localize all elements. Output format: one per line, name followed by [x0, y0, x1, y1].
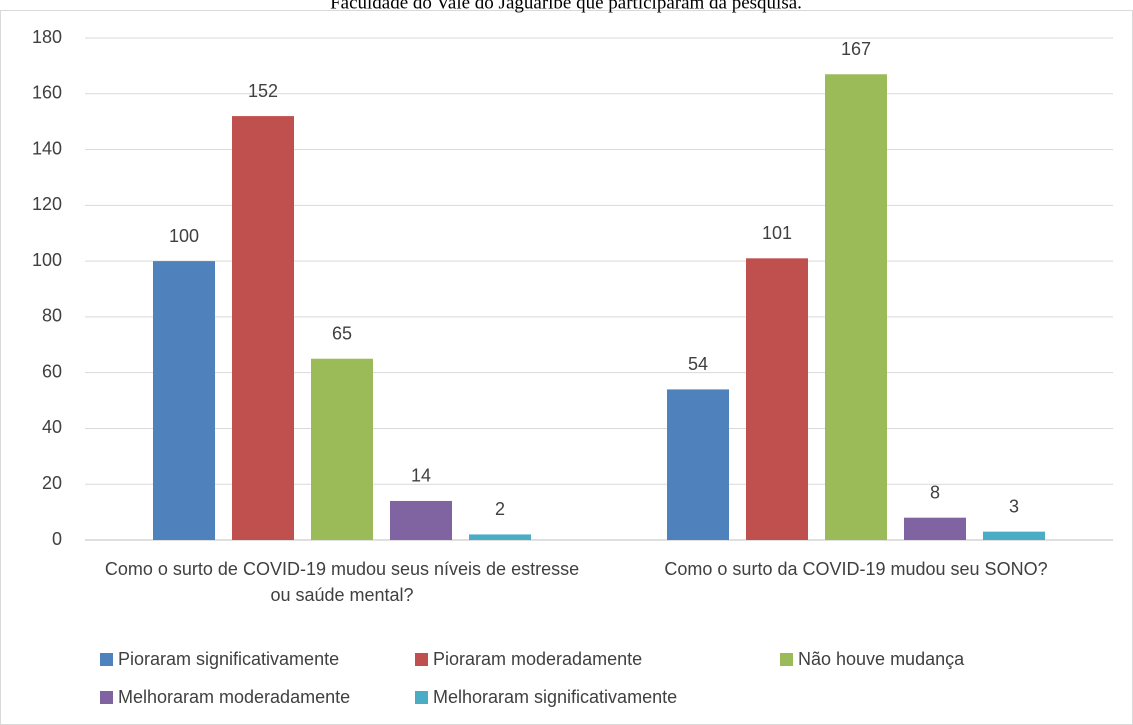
legend-swatch [100, 653, 113, 666]
data-label: 65 [332, 323, 352, 343]
legend-label: Melhoraram significativamente [433, 687, 677, 707]
legend-label: Pioraram significativamente [118, 649, 339, 669]
y-tick-label: 120 [32, 194, 62, 214]
data-label: 167 [841, 39, 871, 59]
data-label: 3 [1009, 496, 1019, 516]
bar [983, 531, 1045, 540]
bar [746, 258, 808, 540]
bar [904, 517, 966, 540]
data-label: 101 [762, 223, 792, 243]
legend-label: Pioraram moderadamente [433, 649, 642, 669]
bar [232, 116, 294, 540]
x-tick-label: Como o surto da COVID-19 mudou seu SONO? [664, 559, 1048, 579]
bar [825, 74, 887, 540]
x-tick-label: Como o surto de COVID-19 mudou seus níve… [104, 559, 580, 605]
bar [390, 500, 452, 540]
y-tick-label: 40 [42, 417, 62, 437]
data-label: 100 [169, 226, 199, 246]
data-label: 8 [930, 482, 940, 502]
y-tick-label: 180 [32, 27, 62, 47]
legend-label: Não houve mudança [798, 649, 965, 669]
legend-swatch [100, 691, 113, 704]
y-tick-label: 60 [42, 361, 62, 381]
y-tick-label: 0 [52, 529, 62, 549]
data-label: 54 [688, 354, 708, 374]
y-tick-label: 20 [42, 473, 62, 493]
data-label: 2 [495, 499, 505, 519]
legend-swatch [415, 691, 428, 704]
legend-swatch [415, 653, 428, 666]
y-tick-label: 100 [32, 250, 62, 270]
bar [667, 389, 729, 540]
legend-label: Melhoraram moderadamente [118, 687, 350, 707]
bar [469, 534, 531, 540]
bar [311, 358, 373, 540]
legend-swatch [780, 653, 793, 666]
y-tick-label: 80 [42, 306, 62, 326]
chart-title: Faculdade do Vale do Jaguaribe que parti… [330, 0, 802, 13]
data-label: 14 [411, 466, 431, 486]
bar [153, 261, 215, 540]
data-label: 152 [248, 81, 278, 101]
y-tick-label: 140 [32, 138, 62, 158]
y-tick-label: 160 [32, 83, 62, 103]
